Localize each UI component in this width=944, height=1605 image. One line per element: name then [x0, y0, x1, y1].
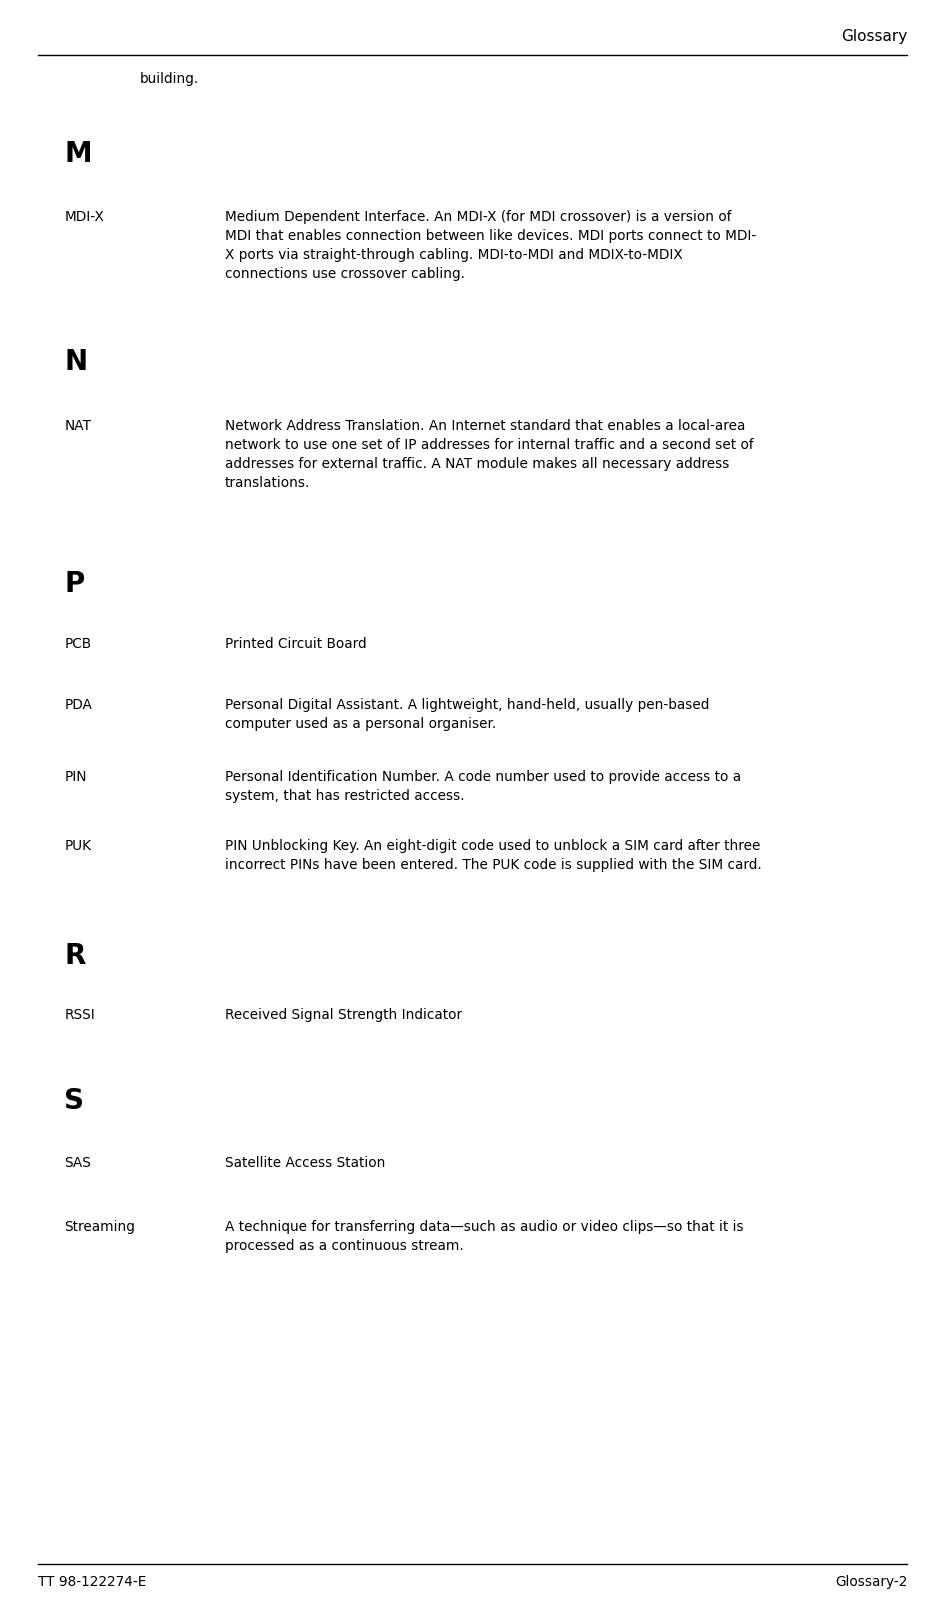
Text: Streaming: Streaming [64, 1220, 135, 1234]
Text: MDI-X: MDI-X [64, 210, 104, 225]
Text: R: R [64, 942, 86, 969]
Text: PDA: PDA [64, 698, 92, 713]
Text: Received Signal Strength Indicator: Received Signal Strength Indicator [225, 1008, 462, 1022]
Text: M: M [64, 140, 92, 167]
Text: P: P [64, 570, 84, 597]
Text: PIN Unblocking Key. An eight-digit code used to unblock a SIM card after three
i: PIN Unblocking Key. An eight-digit code … [225, 839, 761, 873]
Text: Glossary: Glossary [840, 29, 906, 43]
Text: Glossary-2: Glossary-2 [834, 1575, 906, 1589]
Text: Network Address Translation. An Internet standard that enables a local-area
netw: Network Address Translation. An Internet… [225, 419, 752, 490]
Text: PUK: PUK [64, 839, 92, 854]
Text: A technique for transferring data—such as audio or video clips—so that it is
pro: A technique for transferring data—such a… [225, 1220, 743, 1254]
Text: Personal Digital Assistant. A lightweight, hand-held, usually pen-based
computer: Personal Digital Assistant. A lightweigh… [225, 698, 709, 732]
Text: Personal Identification Number. A code number used to provide access to a
system: Personal Identification Number. A code n… [225, 770, 740, 804]
Text: PCB: PCB [64, 637, 92, 652]
Text: NAT: NAT [64, 419, 92, 433]
Text: TT 98-122274-E: TT 98-122274-E [38, 1575, 146, 1589]
Text: Printed Circuit Board: Printed Circuit Board [225, 637, 366, 652]
Text: Medium Dependent Interface. An MDI-X (for MDI crossover) is a version of
MDI tha: Medium Dependent Interface. An MDI-X (fo… [225, 210, 755, 281]
Text: SAS: SAS [64, 1156, 91, 1170]
Text: N: N [64, 348, 87, 376]
Text: building.: building. [140, 72, 199, 87]
Text: Satellite Access Station: Satellite Access Station [225, 1156, 385, 1170]
Text: S: S [64, 1087, 84, 1114]
Text: RSSI: RSSI [64, 1008, 95, 1022]
Text: PIN: PIN [64, 770, 87, 785]
